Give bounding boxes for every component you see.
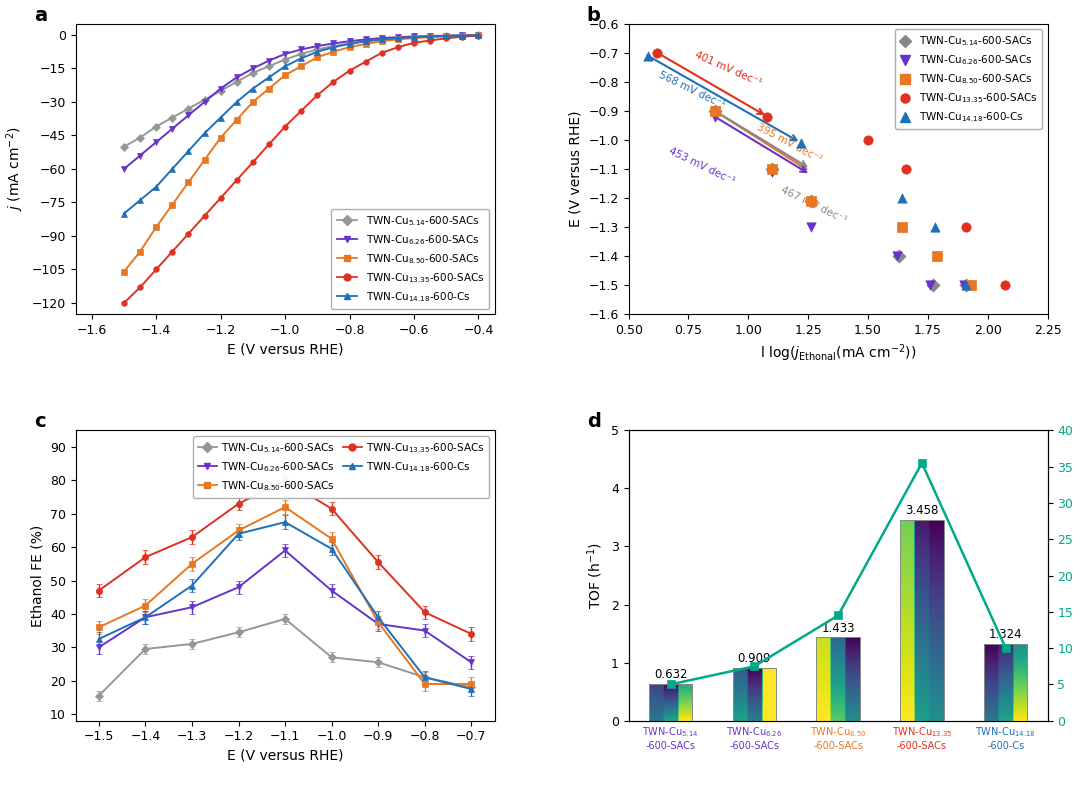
Text: d: d (586, 413, 600, 432)
Legend: TWN-Cu$_{5.14}$-600-SACs, TWN-Cu$_{6.26}$-600-SACs, TWN-Cu$_{8.50}$-600-SACs, TW: TWN-Cu$_{5.14}$-600-SACs, TWN-Cu$_{6.26}… (895, 29, 1042, 129)
Point (893, 221, 910, 234)
Text: 3.458: 3.458 (905, 504, 939, 517)
Legend: TWN-Cu$_{5.14}$-600-SACs, TWN-Cu$_{6.26}$-600-SACs, TWN-Cu$_{8.50}$-600-SACs, TW: TWN-Cu$_{5.14}$-600-SACs, TWN-Cu$_{6.26}… (192, 436, 489, 497)
Point (764, 166, 781, 178)
Point (893, 192, 910, 204)
Text: a: a (33, 6, 46, 25)
Text: c: c (33, 413, 45, 432)
Point (639, 49, 657, 62)
Text: 395 mV dec⁻¹: 395 mV dec⁻¹ (756, 121, 824, 164)
Point (764, 162, 781, 175)
X-axis label: l log($j_{\mathrm{Ethonal}}$(mA cm$^{-2}$)): l log($j_{\mathrm{Ethonal}}$(mA cm$^{-2}… (760, 342, 916, 364)
Y-axis label: $j$ (mA cm$^{-2}$): $j$ (mA cm$^{-2}$) (4, 127, 26, 211)
Y-axis label: E (V versus RHE): E (V versus RHE) (569, 111, 583, 227)
Bar (649, 684, 692, 721)
Text: 0.909: 0.909 (738, 652, 771, 665)
Bar (900, 520, 944, 721)
Text: 1.324: 1.324 (989, 628, 1023, 641)
Point (897, 162, 915, 175)
Text: 568 mV dec⁻¹: 568 mV dec⁻¹ (658, 70, 727, 111)
Y-axis label: Ethanol FE (%): Ethanol FE (%) (30, 524, 44, 626)
Point (962, 279, 980, 291)
X-axis label: E (V versus RHE): E (V versus RHE) (227, 342, 343, 356)
Text: 401 mV dec⁻¹: 401 mV dec⁻¹ (693, 50, 764, 88)
Point (958, 279, 975, 291)
Legend: TWN-Cu$_{5.14}$-600-SACs, TWN-Cu$_{6.26}$-600-SACs, TWN-Cu$_{8.50}$-600-SACs, TW: TWN-Cu$_{5.14}$-600-SACs, TWN-Cu$_{6.26}… (332, 209, 489, 309)
Point (924, 279, 942, 291)
Point (793, 136, 810, 149)
Point (921, 279, 939, 291)
Point (927, 221, 944, 234)
Text: b: b (586, 6, 600, 25)
Point (706, 105, 724, 117)
Point (888, 249, 905, 262)
Text: 0.632: 0.632 (653, 668, 687, 681)
Point (649, 47, 666, 59)
Point (802, 221, 820, 234)
Bar (816, 638, 860, 721)
X-axis label: E (V versus RHE): E (V versus RHE) (227, 749, 343, 763)
Point (802, 195, 820, 208)
Point (764, 162, 781, 175)
Point (955, 279, 972, 291)
Point (759, 110, 777, 123)
Point (802, 195, 820, 208)
Point (958, 221, 975, 234)
Point (996, 279, 1013, 291)
Bar (984, 644, 1027, 721)
Y-axis label: TOF (h$^{-1}$): TOF (h$^{-1}$) (585, 542, 606, 609)
Point (706, 110, 724, 123)
Text: 453 mV dec⁻¹: 453 mV dec⁻¹ (667, 146, 737, 186)
Point (958, 279, 975, 291)
Point (860, 134, 877, 147)
Text: 467 mV dec⁻¹: 467 mV dec⁻¹ (780, 185, 849, 226)
Point (891, 249, 908, 262)
Text: 1.433: 1.433 (822, 622, 855, 634)
Bar (732, 668, 777, 721)
Point (706, 105, 724, 117)
Point (929, 249, 946, 262)
Y-axis label: $i_{\mathrm{Ethanol}}$ (mA cm$^{-2}$): $i_{\mathrm{Ethanol}}$ (mA cm$^{-2}$) (1079, 516, 1080, 636)
